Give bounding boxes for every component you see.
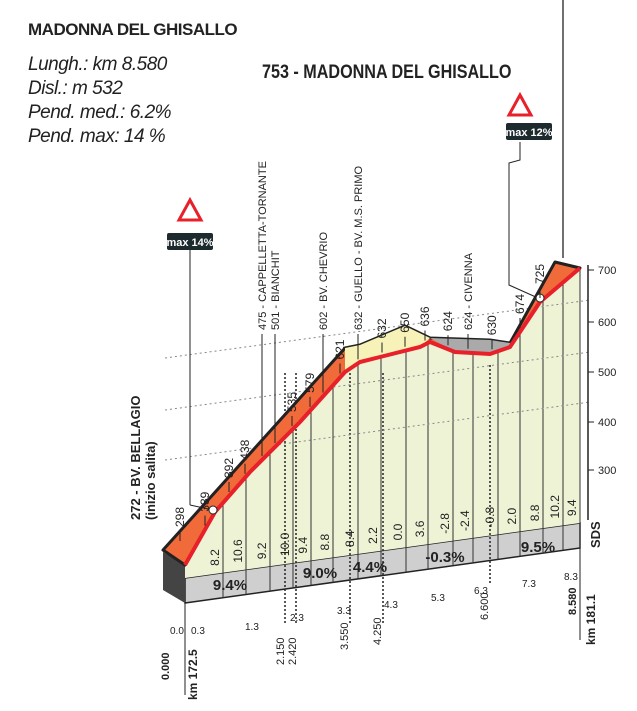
km-tick-label: 2.3 [290, 613, 304, 624]
climb-info: Disl.: m 532 [28, 78, 123, 99]
y-axis-label: 500 [598, 367, 616, 379]
km-tick-label: 8.3 [564, 572, 578, 583]
grade-label: -0.8 [483, 507, 497, 528]
km-point-label: 2.420 [287, 637, 299, 665]
grade-label: 8.8 [318, 533, 332, 550]
section-grade: 4.4% [353, 559, 387, 576]
max14-badge [167, 233, 213, 250]
altitude-label: 725 [533, 264, 547, 284]
warning-triangle-icon [176, 196, 204, 222]
y-axis-label: 700 [598, 265, 616, 277]
grade-label: 0.0 [391, 523, 405, 540]
section-grade: 9.0% [303, 565, 337, 582]
altitude-label: 624 [441, 311, 455, 331]
grade-label: 9.2 [255, 542, 269, 559]
grade-label: 9.4 [296, 537, 310, 554]
max12-badge [506, 123, 552, 140]
start-sub-label: (inizio salita) [143, 441, 158, 520]
altitude-label: 632 - GUELLO - BV. M.S. PRIMO [353, 166, 365, 330]
km-point-label: 8.580 [567, 587, 579, 615]
altitude-label: 579 [303, 373, 317, 393]
section-grade: -0.3% [425, 549, 464, 566]
km-tick-label: 0.3 [191, 626, 205, 637]
level-line [164, 401, 591, 461]
altitude-label: 674 [513, 294, 527, 314]
climb-title: MADONNA DEL GHISALLO [28, 20, 238, 39]
altitude-label: 392 [222, 458, 236, 478]
grade-label: 10.2 [548, 495, 562, 519]
start-label: 272 - BV. BELLAGIO [128, 396, 143, 521]
altitude-label: 624 - CIVENNA [463, 252, 475, 330]
km-point-label: 4.250 [372, 617, 384, 645]
length-info: Lungh.: km 8.580 [28, 54, 167, 75]
km-tick-label: 4.3 [384, 600, 398, 611]
altitude-label: 475 - CAPPELLETTA-TORNANTE [257, 161, 269, 330]
altitude-label: 535 [285, 392, 299, 412]
km-point-label: 0.000 [160, 652, 172, 680]
descent-section [430, 338, 510, 354]
warning-triangle-icon [506, 91, 534, 117]
profile-line [183, 266, 582, 566]
y-axis-label: 300 [598, 465, 616, 477]
km-tick-label: 3.3 [337, 606, 351, 617]
grade-label: 2.2 [366, 527, 380, 544]
level-line [164, 299, 591, 359]
altitude-label: 602 - BV. CHEVRIO [318, 232, 330, 330]
sds-logo: SDS [588, 521, 603, 548]
max14-label: max 14% [166, 237, 213, 249]
km-point-label: 2.150 [275, 637, 287, 665]
km-tick-label: 6.3 [474, 586, 488, 597]
grade-label: 8.8 [528, 504, 542, 521]
grade-label: 3.6 [413, 520, 427, 537]
altitude-label: 632 [375, 318, 389, 338]
km-end-label: km 181.1 [584, 594, 598, 645]
altitude-label: 339 [198, 491, 212, 511]
y-axis-label: 600 [598, 317, 616, 329]
avg-grade-info: Pend. med.: 6.2% [28, 102, 172, 123]
altitude-label: 650 [398, 312, 412, 332]
altitude-label: 636 [418, 306, 432, 326]
altitude-label: 501 - BIANCHIT [270, 250, 282, 330]
km-point-label: 3.550 [339, 622, 351, 650]
km-point-label: 6.600 [479, 592, 491, 620]
grade-label: 10.0 [278, 532, 292, 556]
altitude-label: 438 [238, 439, 252, 459]
slab-front [163, 552, 185, 603]
km-tick-label: 5.3 [431, 593, 445, 604]
grade-label: 2.0 [505, 507, 519, 524]
altitude-label: 630 [485, 315, 499, 335]
max-grade-info: Pend. max: 14 % [28, 126, 166, 147]
grade-label: 9.4 [565, 499, 579, 516]
section-grade: 9.5% [521, 539, 555, 556]
grade-label: 8.2 [208, 549, 222, 566]
km-tick-label: 0.0 [170, 626, 184, 637]
km-tick-label: 1.3 [245, 622, 259, 633]
km-tick-label: 7.3 [522, 579, 536, 590]
max14-point [208, 505, 218, 515]
max12-label: max 12% [505, 127, 552, 139]
altitude-label: 621 [333, 339, 347, 359]
grade-label: 10.6 [231, 539, 245, 563]
level-line [164, 351, 591, 411]
grade-label: -2.4 [458, 510, 472, 531]
section-grade: 9.4% [213, 577, 247, 594]
summit-label: 753 - MADONNA DEL GHISALLO [262, 62, 512, 83]
altitude-label: 298 [173, 507, 187, 527]
km-start-label: km 172.5 [186, 649, 200, 700]
y-axis-label: 400 [598, 417, 616, 429]
grade-label: 8.4 [343, 530, 357, 547]
flat-section [345, 326, 430, 372]
grade-label: -2.8 [438, 513, 452, 534]
